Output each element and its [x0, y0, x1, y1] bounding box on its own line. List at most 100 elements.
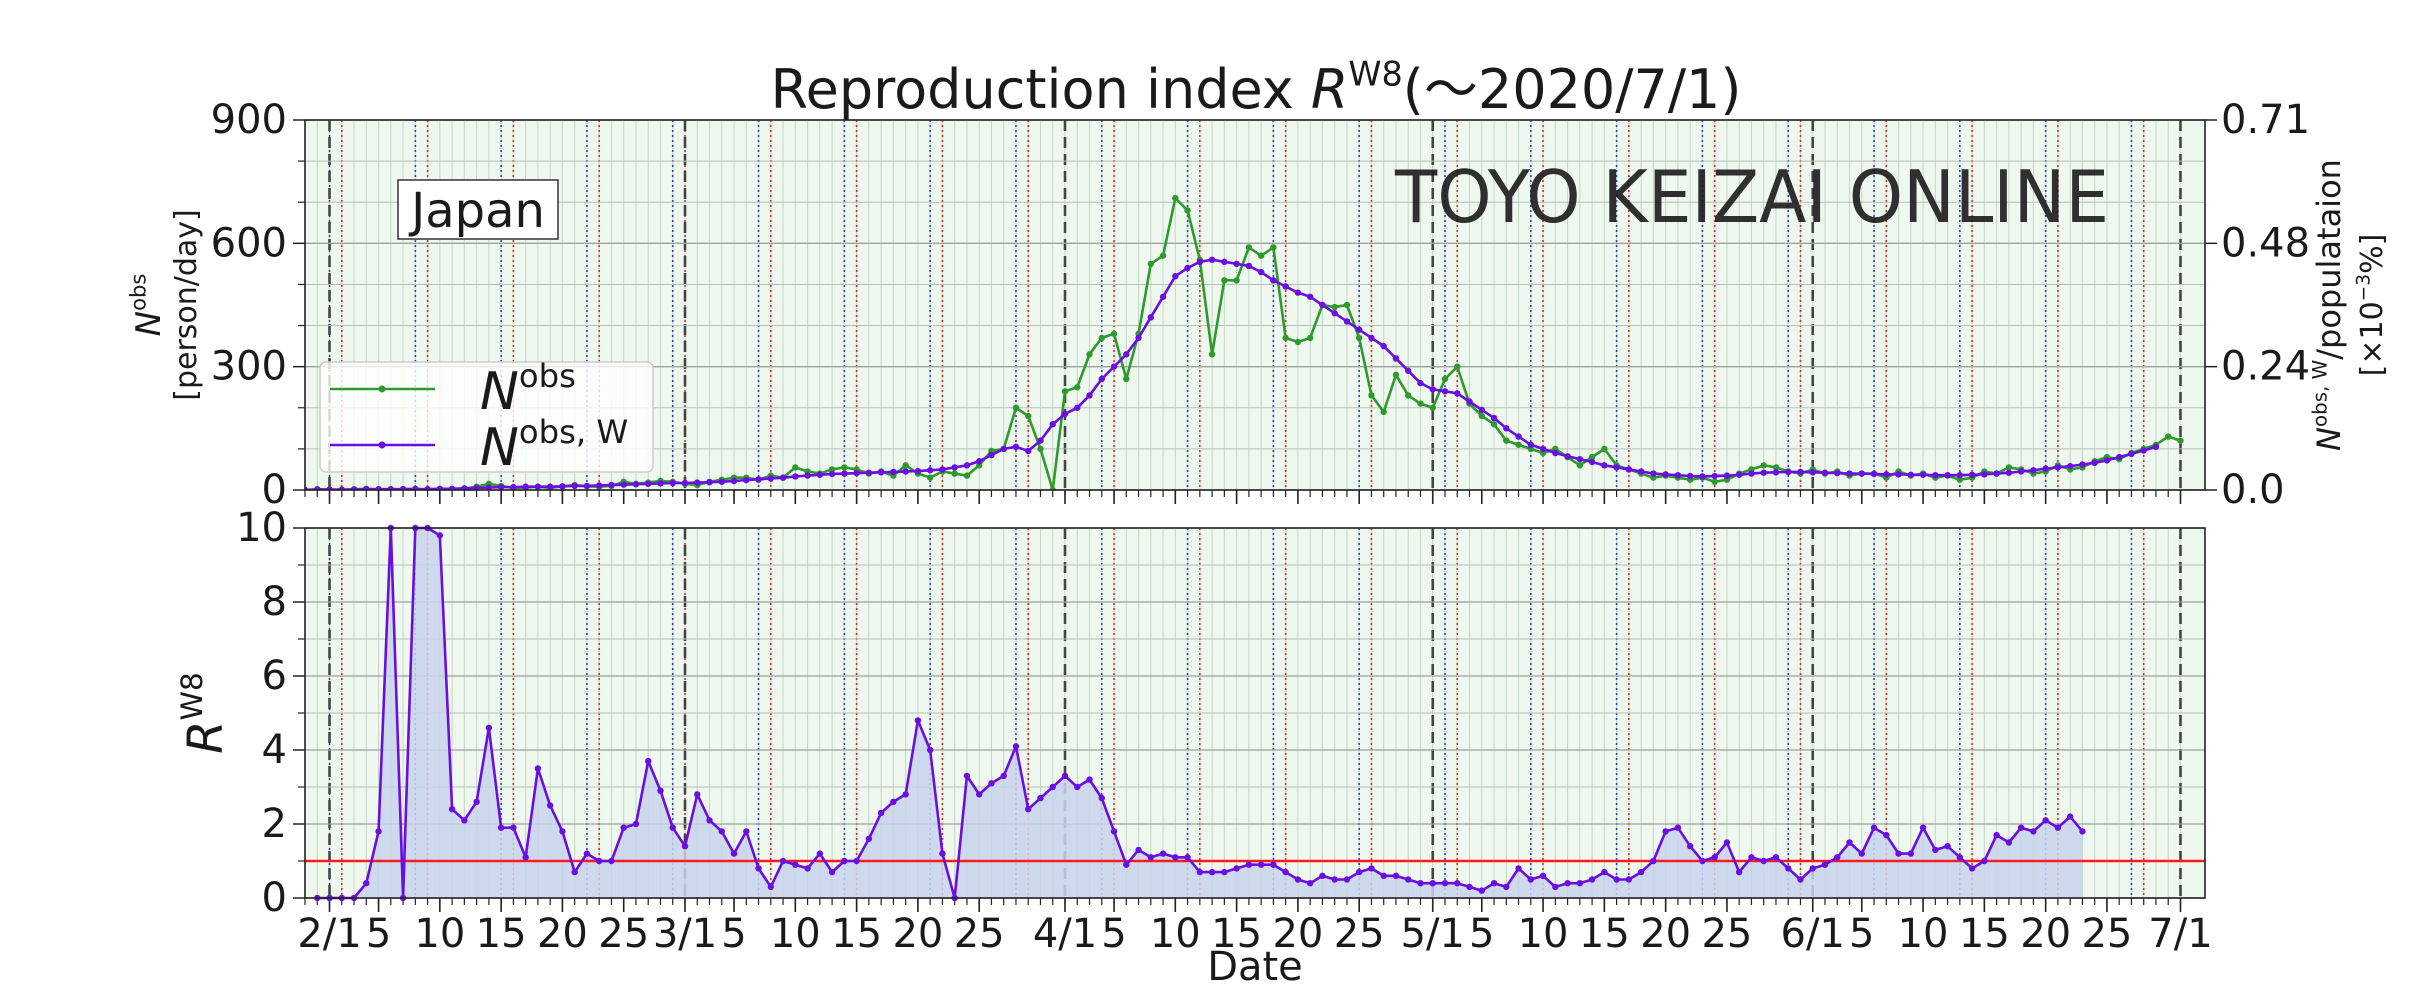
x-tick-label: 25	[2081, 911, 2132, 957]
data-point	[485, 484, 493, 490]
data-point	[1184, 207, 1191, 214]
data-point	[2005, 839, 2013, 846]
data-point	[1025, 806, 1032, 813]
x-tick-label: 3/1	[653, 911, 717, 957]
data-point	[1086, 776, 1093, 783]
data-point	[951, 464, 958, 471]
data-point	[743, 476, 750, 484]
data-point	[1797, 876, 1804, 883]
data-point	[1086, 392, 1093, 399]
data-point	[1270, 861, 1277, 868]
data-point	[1429, 404, 1436, 411]
data-point	[1625, 466, 1633, 473]
x-tick-label: 20	[1272, 911, 1323, 957]
data-point	[1098, 375, 1105, 383]
data-point	[1208, 256, 1216, 263]
data-point	[988, 451, 995, 459]
data-point	[1159, 252, 1167, 259]
data-point	[595, 857, 603, 865]
data-point	[828, 466, 836, 473]
data-point	[1503, 437, 1510, 444]
legend-label: Nobs	[480, 357, 576, 422]
data-point	[1417, 379, 1424, 387]
y2-axis-label-part: obs, W	[2309, 360, 2332, 427]
data-point	[1907, 850, 1915, 857]
data-point	[1147, 854, 1155, 861]
data-point	[2030, 828, 2037, 835]
data-point	[2079, 461, 2086, 468]
data-point	[338, 486, 345, 490]
x-tick-label: 15	[476, 911, 527, 957]
data-point	[1527, 441, 1535, 448]
data-point	[571, 868, 578, 876]
data-point	[926, 746, 934, 754]
data-point	[1723, 839, 1731, 846]
data-point	[1306, 334, 1314, 342]
data-point	[1956, 476, 1964, 483]
data-point	[2115, 453, 2123, 461]
data-point	[1944, 843, 1951, 850]
data-point	[620, 481, 627, 488]
plot-frame	[304, 119, 2206, 491]
data-point	[2066, 813, 2074, 820]
data-point	[1012, 743, 1020, 750]
data-point	[522, 854, 529, 861]
data-point	[1515, 433, 1522, 440]
data-point	[1503, 883, 1510, 891]
data-point	[1662, 828, 1669, 835]
x-tick-label: 10	[1518, 911, 1569, 957]
data-point	[1576, 455, 1584, 463]
data-point	[473, 484, 480, 490]
data-point	[718, 828, 725, 835]
data-point	[669, 479, 676, 487]
data-point	[1172, 194, 1179, 202]
x-tick-label: 10	[414, 911, 465, 957]
data-point	[1527, 876, 1535, 883]
data-point	[1147, 260, 1155, 268]
data-point	[792, 473, 799, 480]
data-point	[1515, 441, 1522, 448]
chart-title-part: (～2020/7/1)	[1403, 58, 1742, 121]
y2-axis-label: [×10−3%]	[2353, 234, 2390, 377]
x-tick-label: 20	[1640, 911, 1691, 957]
data-point	[1294, 876, 1302, 883]
data-point	[1956, 472, 1964, 479]
data-point	[1907, 471, 1915, 478]
data-point	[1858, 470, 1865, 477]
data-point	[1221, 277, 1228, 284]
data-point	[1074, 404, 1081, 411]
data-point	[1490, 880, 1498, 887]
data-point	[1270, 277, 1277, 284]
data-point	[767, 475, 775, 482]
data-point	[534, 483, 542, 490]
x-tick-label: 5/1	[1401, 911, 1465, 957]
data-point	[583, 482, 591, 490]
data-point	[1184, 264, 1191, 272]
data-point	[375, 828, 382, 835]
data-point	[1098, 334, 1105, 342]
data-point	[1392, 355, 1400, 362]
data-point	[1355, 326, 1363, 333]
data-point	[1049, 783, 1056, 791]
data-point	[1319, 301, 1326, 309]
data-point	[608, 857, 615, 865]
data-point	[350, 486, 358, 490]
data-point	[1123, 351, 1130, 358]
data-point	[1883, 471, 1890, 478]
data-point	[1233, 260, 1240, 268]
chart-title-part: Reproduction index	[771, 58, 1311, 121]
data-point	[2005, 469, 2013, 476]
x-tick-label: 5	[1849, 911, 1874, 957]
data-point	[473, 798, 480, 805]
data-point	[1699, 473, 1706, 480]
data-point	[1821, 469, 1829, 476]
data-point	[657, 787, 664, 794]
data-point	[951, 470, 958, 477]
data-point	[1012, 404, 1020, 411]
data-point	[1282, 868, 1289, 876]
data-point	[1785, 468, 1792, 476]
y-axis-label-part: R	[178, 720, 234, 753]
data-point	[461, 817, 468, 824]
x-tick-label: 20	[537, 911, 588, 957]
data-point	[1834, 854, 1841, 861]
